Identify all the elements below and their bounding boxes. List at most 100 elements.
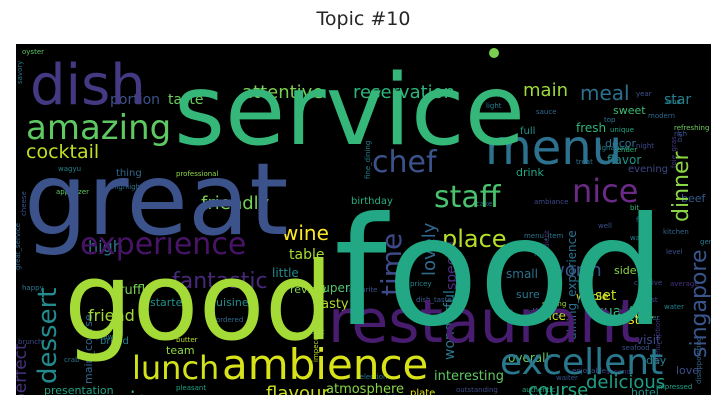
word-t33: platter: [636, 314, 659, 322]
word-t31: foie_gras: [670, 136, 678, 168]
word-table: table: [289, 247, 324, 263]
word-t54: menu_option: [654, 318, 662, 364]
word-lunch: lunch: [132, 349, 219, 387]
word-t47: easy: [634, 257, 650, 265]
word-whole: whole: [576, 290, 609, 303]
word-excellent: excellent: [500, 342, 663, 383]
word-t05: highlight: [112, 183, 143, 191]
word-main-course: main_course: [82, 314, 95, 384]
word-t01: oyster: [22, 48, 44, 56]
word-t32: fish: [534, 250, 547, 258]
word-t64: year: [636, 90, 652, 98]
word-cuisine: cuisine: [210, 296, 249, 309]
word-t44: creative: [634, 279, 662, 287]
word-t06: professional: [176, 170, 218, 178]
word-t48: level: [666, 248, 683, 256]
word-love: love: [676, 364, 699, 377]
word-full: full: [520, 126, 535, 137]
word-taste: taste: [168, 92, 203, 108]
word-sweet: sweet: [613, 104, 646, 117]
word-little: little: [272, 266, 299, 280]
word-set: set: [595, 288, 617, 304]
word-star: star: [664, 92, 691, 108]
word-good: good: [64, 240, 333, 365]
word-meal: meal: [580, 81, 630, 105]
word-fantastic: fantastic: [172, 269, 268, 294]
word-t59: favourite: [346, 286, 378, 294]
word-t52: light: [486, 102, 502, 110]
word-t30: refreshing: [674, 124, 709, 132]
word-portion: portion: [110, 92, 160, 108]
word-price: price: [536, 309, 566, 323]
word-t46: water: [664, 303, 684, 311]
word-bread: bread: [100, 336, 129, 347]
word-restaurant: restaurant: [328, 287, 641, 357]
word-truffle: truffle: [114, 283, 153, 298]
word-t60: treat: [576, 158, 593, 166]
word-tasty: tasty: [316, 297, 349, 312]
word-atmosphere: atmosphere: [326, 382, 404, 395]
word-dessert: dessert: [33, 288, 63, 384]
word-presentation: presentation: [44, 384, 114, 395]
word-t04: ingredient: [543, 230, 551, 266]
word-t27: far: [636, 216, 646, 224]
word-wonderful: wonderful: [442, 290, 458, 360]
word-t18: signature: [596, 144, 629, 152]
word-t02: selection: [356, 373, 387, 381]
word-place: place: [442, 225, 507, 253]
word-t09: recommendation: [346, 393, 406, 395]
word-t66: savory: [16, 61, 24, 84]
word-high: high: [88, 237, 123, 256]
word-t21: modern: [648, 112, 675, 120]
word-t37: butter: [176, 336, 198, 344]
word-lobster: lobster: [608, 313, 654, 328]
word-t49: bar: [676, 130, 684, 142]
word-t20: top: [604, 116, 616, 124]
word-starter: starter: [150, 296, 187, 309]
word-t12: waiter: [556, 374, 578, 382]
word-t42: wagyu: [58, 165, 81, 173]
word-dining-experience: dining_experience: [565, 230, 579, 340]
word-t63: quick: [306, 328, 326, 336]
word-cloud-canvas: oysterselectionimpeccableingredienthighl…: [16, 48, 711, 395]
word-flavor: flavor: [607, 153, 641, 167]
word-t53: seafood: [622, 344, 650, 352]
word-worth: worth: [550, 260, 602, 281]
word-drink: drink: [516, 166, 545, 179]
word-t13: impressed: [656, 383, 692, 391]
word-t29: well: [598, 222, 612, 230]
word-flavour: flavour: [266, 383, 329, 395]
word-great: great: [24, 141, 288, 258]
word-t19: unique: [610, 126, 634, 134]
word-t25: night: [636, 142, 654, 150]
word-t15: second: [606, 368, 631, 376]
word-t36: prawn: [96, 333, 118, 341]
word-t28: way: [630, 234, 644, 242]
word-experience: experience: [80, 227, 246, 262]
word-t40: cheese: [20, 191, 28, 216]
word-t03: impeccable: [312, 322, 320, 362]
word-t23: tender: [614, 146, 637, 154]
word-t45: kitchen: [663, 228, 689, 236]
word-team: team: [166, 344, 195, 357]
word-interesting: interesting: [434, 369, 504, 384]
word-t26: bit: [630, 204, 639, 212]
word-review: review: [290, 283, 326, 296]
word-main: main: [523, 80, 568, 101]
word-food: food: [334, 186, 666, 360]
word-cocktail: cocktail: [26, 141, 99, 163]
word-side: side: [614, 264, 637, 277]
word-hotel: hotel: [631, 386, 659, 395]
word-t35: setting: [542, 300, 566, 308]
word-wine: wine: [282, 221, 329, 245]
word-chef: chef: [372, 145, 438, 180]
word-t22: rich: [674, 130, 687, 138]
word-special: special: [444, 241, 460, 290]
word-plate: plate: [410, 388, 435, 395]
word-t24: fine_dining: [364, 141, 372, 179]
word-dinner: dinner: [669, 151, 694, 222]
word-menu: menu: [485, 120, 622, 176]
word-t08: pleasant: [176, 384, 206, 392]
word-view: view: [118, 387, 164, 395]
word-t14: enjoyable: [572, 367, 606, 375]
